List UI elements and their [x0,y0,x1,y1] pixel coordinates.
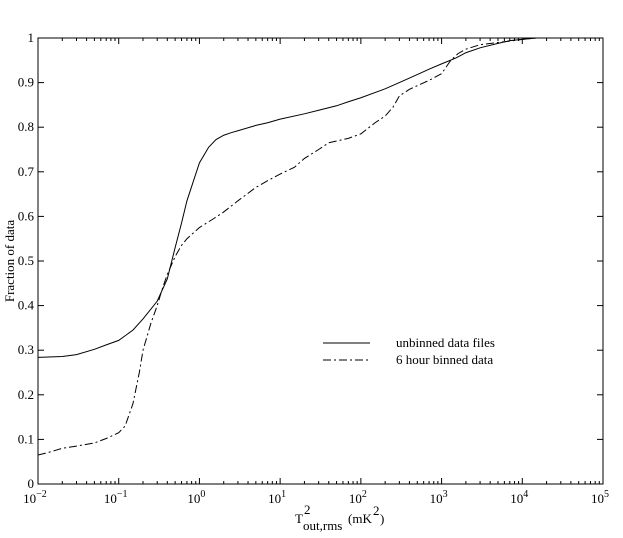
legend: unbinned data files 6 hour binned data [323,335,495,367]
y-tick-label: 0.9 [18,75,34,90]
x-axis-label-base: T [295,511,303,526]
x-tick-label: 10−2 [23,489,47,506]
plot-area [37,37,604,485]
y-tick-label: 1 [28,30,35,45]
svg-text:2: 2 [304,502,311,517]
x-tick-label: 102 [349,489,367,506]
y-tick-label: 0.4 [18,298,35,313]
x-tick-label: 101 [268,489,286,506]
series-lines [37,37,603,456]
x-tick-label: 103 [430,489,448,506]
series-line-binned [37,37,603,456]
y-ticks: 0 0.1 0.2 0.3 0.4 0.5 0.6 0.7 0.8 0.9 1 [18,30,603,491]
legend-label-binned: 6 hour binned data [396,352,493,367]
y-tick-label: 0.6 [18,208,35,223]
y-tick-label: 0 [28,476,35,491]
svg-text:2: 2 [373,503,380,518]
y-axis-label: Fraction of data [2,220,17,303]
y-tick-label: 0.3 [18,342,34,357]
svg-text:(mK: (mK [348,511,372,526]
x-axis-label-unit-sup: 2 [373,503,380,518]
y-tick-label: 0.8 [18,119,34,134]
x-tick-label: 10−1 [104,489,128,506]
y-tick-label: 0.5 [18,253,34,268]
x-axis-label-unit-close: ) [380,511,384,526]
x-tick-label: 105 [591,489,609,506]
svg-text:out,rms: out,rms [303,518,342,533]
x-tick-label: 104 [510,489,528,506]
x-axis-label-sup: 2 [304,502,311,517]
y-tick-label: 0.7 [18,164,35,179]
x-axis-label-sub: out,rms [303,518,342,533]
svg-text:T: T [295,511,303,526]
x-tick-label: 100 [187,489,205,506]
series-line-unbinned [37,37,603,358]
y-tick-label: 0.2 [18,387,34,402]
x-axis-label-unit: (mK [348,511,372,526]
legend-label-unbinned: unbinned data files [396,335,495,350]
svg-text:): ) [380,511,384,526]
y-tick-label: 0.1 [18,431,34,446]
x-axis-label: T 2 out,rms (mK 2 ) [295,502,384,533]
x-ticks: 10−2 10−1 100 101 102 103 104 105 [23,38,609,506]
